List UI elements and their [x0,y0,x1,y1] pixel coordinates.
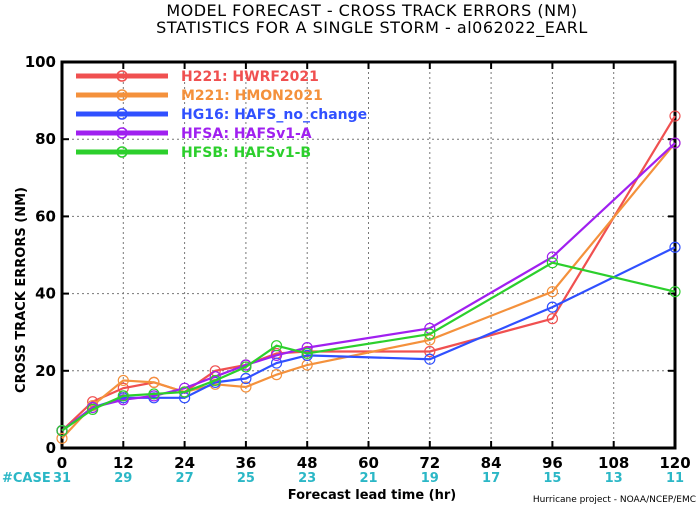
data-point [56,425,68,437]
data-point [546,301,559,313]
case-count: 13 [605,471,623,486]
legend-label: HG16: HAFS_no_change [181,107,367,123]
data-point [301,347,313,360]
series-hfsb [56,257,681,437]
y-tick-label: 60 [35,207,56,225]
case-count: 19 [421,471,439,486]
data-point [270,340,283,352]
data-point [179,382,191,394]
case-count: 15 [543,471,561,486]
data-point [270,369,283,381]
x-tick-label: 120 [659,454,690,472]
case-count: 23 [298,471,316,486]
legend-item-m221: M221: HMON2021 [76,88,323,104]
data-point [148,376,160,388]
x-tick-label: 60 [358,454,379,472]
data-point [240,381,252,393]
case-count: 29 [114,471,132,486]
data-point [669,286,681,298]
legend-swatch-marker [116,108,128,120]
y-axis-title: CROSS TRACK ERRORS (NM) [14,187,29,393]
data-point [179,386,191,398]
y-tick-label: 0 [46,439,56,457]
y-tick-label: 100 [25,53,56,71]
legend-label: HFSA: HAFSv1-A [181,126,312,142]
data-point [546,313,559,325]
data-point [270,357,283,369]
data-point [424,328,436,340]
data-point [240,372,252,385]
data-point [117,394,129,406]
series-line [61,142,676,440]
y-tick-label: 40 [35,285,56,303]
data-point [117,374,129,387]
x-tick-label: 36 [235,454,256,472]
case-count: 25 [237,471,255,486]
x-tick-label: 84 [481,454,502,472]
y-tick-label: 80 [35,130,56,148]
y-tick-label: 20 [35,362,56,380]
legend: H221: HWRF2021 M221: HMON2021 HG16: HAFS_n… [76,69,367,161]
axis-ticks: 0 12 24 36 48 60 72 84 96 108 120 0 20 40 60 80 100 [25,53,691,472]
data-point [669,241,681,253]
case-count: 11 [666,471,684,486]
series-hfsa [56,137,681,437]
x-axis-title: Forecast lead time (hr) [288,488,456,503]
x-tick-label: 96 [542,454,563,472]
legend-item-hfsa: HFSA: HAFSv1-A [76,126,312,142]
data-point [240,361,252,373]
data-point [424,345,436,358]
x-tick-label: 12 [113,454,134,472]
series-group [56,110,681,444]
x-tick-label: 48 [297,454,318,472]
x-tick-label: 24 [174,454,195,472]
legend-swatch-marker [116,89,128,101]
legend-item-hfsb: HFSB: HAFSv1-B [76,145,311,161]
data-point [669,110,681,122]
data-point [546,257,559,269]
chart-subtitle: STATISTICS FOR A SINGLE STORM - al062022… [156,18,588,38]
case-count: 27 [176,471,194,486]
x-tick-label: 108 [598,454,629,472]
case-count: 31 [53,471,71,486]
chart-title: MODEL FORECAST - CROSS TRACK ERRORS (NM) [166,1,577,20]
data-point [117,390,129,402]
legend-item-hg16: HG16: HAFS_no_change [76,107,367,123]
x-tick-label: 0 [57,454,67,472]
case-label: #CASE [2,471,51,486]
data-point [669,137,681,149]
x-tick-label: 72 [419,454,440,472]
data-point [424,353,436,365]
credit-text: Hurricane project - NOAA/NCEP/EMC [533,495,696,505]
data-point [546,286,559,298]
legend-swatch-marker [116,146,128,158]
data-point [87,403,99,415]
legend-swatch-marker [116,127,128,139]
case-counts: 31 29 27 25 23 21 19 17 15 13 11 [53,471,684,486]
data-point [56,432,68,444]
legend-label: H221: HWRF2021 [181,69,319,85]
case-count: 21 [359,471,377,486]
legend-label: HFSB: HAFSv1-B [181,145,311,161]
legend-item-h221: H221: HWRF2021 [76,69,319,85]
case-count: 17 [482,471,500,486]
data-point [148,388,160,400]
legend-swatch-marker [116,70,128,82]
data-point [209,374,221,387]
legend-label: M221: HMON2021 [181,88,323,104]
